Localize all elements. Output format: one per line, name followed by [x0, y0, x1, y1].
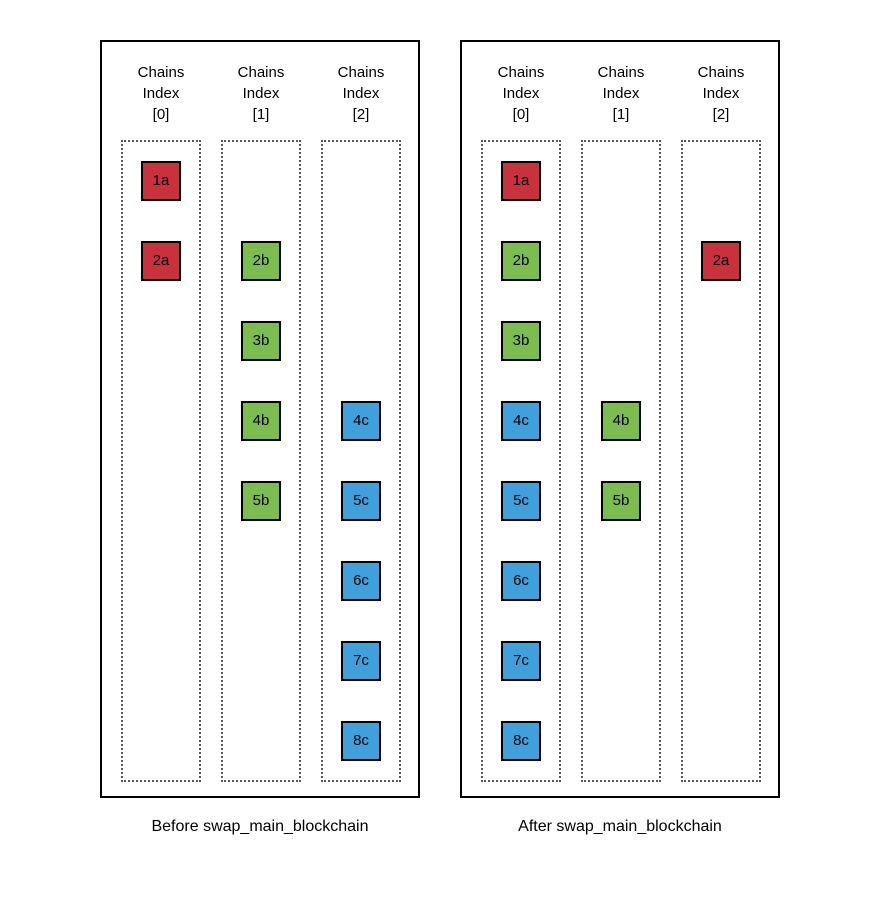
column-header-2: Chains Index [2] [697, 64, 745, 123]
panel-before: Chains Index [0] Chains Index [1] Chains I… [100, 40, 420, 798]
block-3b: 3b [241, 321, 281, 361]
chain-column-2 [321, 140, 401, 782]
chain-column-1 [221, 140, 301, 782]
block-2b: 2b [241, 241, 281, 281]
caption-before: Before swap_main_blockchain [151, 818, 369, 835]
column-header-1: Chains Index [1] [237, 64, 285, 123]
block-3b: 3b [501, 321, 541, 361]
chain-column-0 [121, 140, 201, 782]
block-5b: 5b [601, 481, 641, 521]
block-5c: 5c [501, 481, 541, 521]
panel-after: Chains Index [0] Chains Index [1] Chains I… [460, 40, 780, 798]
block-7c: 7c [501, 641, 541, 681]
block-8c: 8c [341, 721, 381, 761]
block-2a: 2a [701, 241, 741, 281]
chain-column-0 [481, 140, 561, 782]
block-4c: 4c [341, 401, 381, 441]
column-header-1: Chains Index [1] [597, 64, 645, 123]
chain-column-2 [681, 140, 761, 782]
block-5c: 5c [341, 481, 381, 521]
block-1a: 1a [141, 161, 181, 201]
block-2b: 2b [501, 241, 541, 281]
block-6c: 6c [341, 561, 381, 601]
block-8c: 8c [501, 721, 541, 761]
column-header-0: Chains Index [0] [137, 64, 185, 123]
block-7c: 7c [341, 641, 381, 681]
caption-after: After swap_main_blockchain [518, 818, 722, 835]
chain-column-1 [581, 140, 661, 782]
block-2a: 2a [141, 241, 181, 281]
column-header-0: Chains Index [0] [497, 64, 545, 123]
block-6c: 6c [501, 561, 541, 601]
column-header-2: Chains Index [2] [337, 64, 385, 123]
block-1a: 1a [501, 161, 541, 201]
block-4c: 4c [501, 401, 541, 441]
block-4b: 4b [601, 401, 641, 441]
block-4b: 4b [241, 401, 281, 441]
block-5b: 5b [241, 481, 281, 521]
